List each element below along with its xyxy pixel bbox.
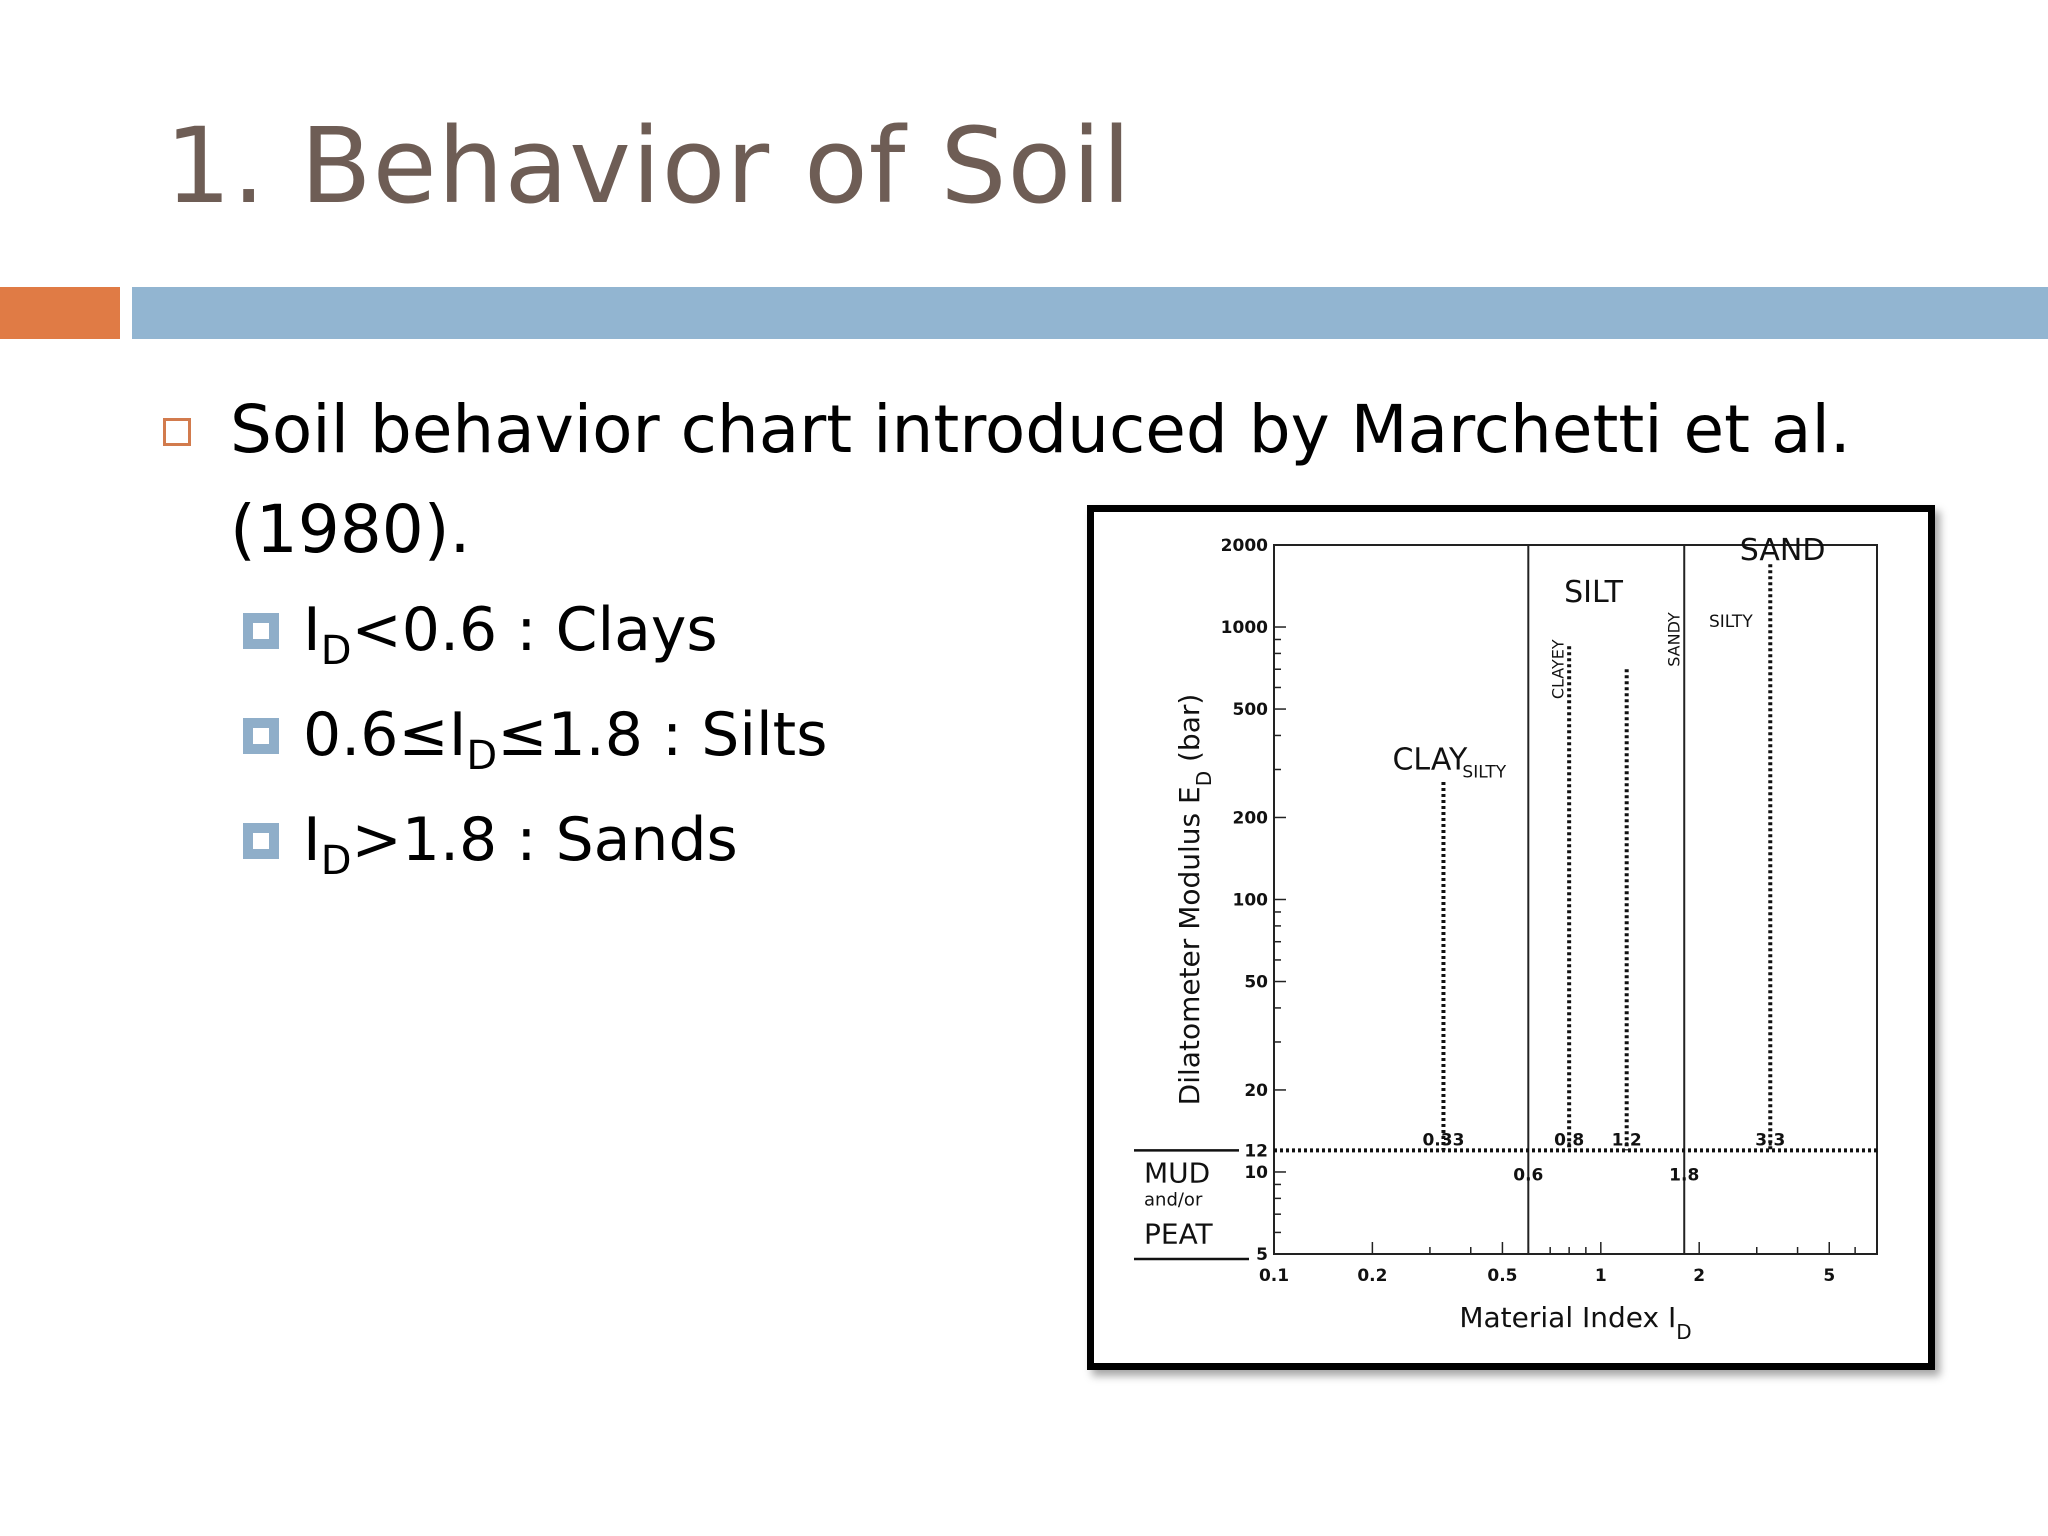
y-tick-label: 5 [1256, 1245, 1268, 1265]
sub-bullet-text-pre: I [303, 595, 321, 665]
y-axis-label: Dilatometer Modulus ED (bar) [1173, 694, 1216, 1106]
x-tick-label: 5 [1823, 1266, 1835, 1286]
boundary-label: 1.8 [1669, 1165, 1699, 1185]
y-tick-label: 1000 [1221, 618, 1268, 638]
y-tick-label: 500 [1233, 700, 1269, 720]
chart-frame: 5 10 12 20 50 100 200 500 1000 2000 0.1 0.2 0.5 1 2 5 0.… [1087, 505, 1935, 1370]
x-axis-label: Material Index ID [1459, 1301, 1691, 1344]
zone-label: CLAY [1392, 743, 1468, 778]
y-tick-label: 50 [1244, 973, 1268, 993]
peat-label: PEAT [1144, 1217, 1214, 1250]
subzone-label: CLAYEY [1549, 639, 1568, 699]
square-bullet-icon [243, 718, 279, 754]
subzone-label: SANDY [1664, 612, 1683, 667]
y-tick-label: 100 [1233, 891, 1269, 911]
boundary-label: 0.6 [1513, 1165, 1543, 1185]
subdivision-label: 0.8 [1554, 1130, 1584, 1150]
accent-bar-blue [132, 287, 2048, 339]
y-tick-label: 10 [1244, 1163, 1268, 1183]
subdivision-label: 1.2 [1612, 1130, 1642, 1150]
mud-label: and/or [1144, 1189, 1203, 1210]
sub-bullet-text-post: >1.8 : Sands [351, 805, 738, 875]
x-tick-label: 0.1 [1259, 1266, 1289, 1286]
sub-bullet-text-post: <0.6 : Clays [351, 595, 718, 665]
y-tick-label: 20 [1244, 1081, 1268, 1101]
sub-bullet-text-pre: 0.6≤I [303, 700, 467, 770]
zone-label: SILT [1564, 575, 1623, 610]
subzone-label: SILTY [1462, 763, 1506, 783]
x-tick-label: 2 [1693, 1266, 1705, 1286]
sub-bullet-subscript: D [320, 838, 352, 884]
bullet-text: Soil behavior chart introduced by Marche… [230, 391, 1851, 568]
y-tick-label: 2000 [1221, 536, 1268, 556]
accent-bar-orange [0, 287, 120, 339]
x-tick-label: 0.5 [1487, 1266, 1517, 1286]
x-tick-label: 1 [1595, 1266, 1607, 1286]
sub-bullet-text: ID>1.8 : Sands [303, 790, 738, 890]
sub-bullet-text: ID<0.6 : Clays [303, 580, 718, 680]
subzone-label: SILTY [1709, 612, 1753, 632]
mud-label: MUD [1144, 1156, 1210, 1189]
sub-bullet-text-post: ≤1.8 : Silts [497, 700, 828, 770]
y-tick-label: 12 [1244, 1141, 1268, 1161]
square-bullet-icon [163, 418, 191, 446]
slide-title: 1. Behavior of Soil [165, 105, 1132, 227]
subdivision-label: 0.33 [1422, 1130, 1464, 1150]
square-bullet-icon [243, 613, 279, 649]
sub-bullet-text-pre: I [303, 805, 321, 875]
square-bullet-icon [243, 823, 279, 859]
subdivision-label: 3.3 [1755, 1130, 1785, 1150]
sub-bullet-subscript: D [466, 733, 498, 779]
sub-bullet-text: 0.6≤ID≤1.8 : Silts [303, 685, 827, 785]
y-tick-label: 200 [1233, 808, 1269, 828]
sub-bullet-subscript: D [320, 628, 352, 674]
zone-label: SAND [1740, 533, 1826, 568]
x-tick-label: 0.2 [1357, 1266, 1387, 1286]
